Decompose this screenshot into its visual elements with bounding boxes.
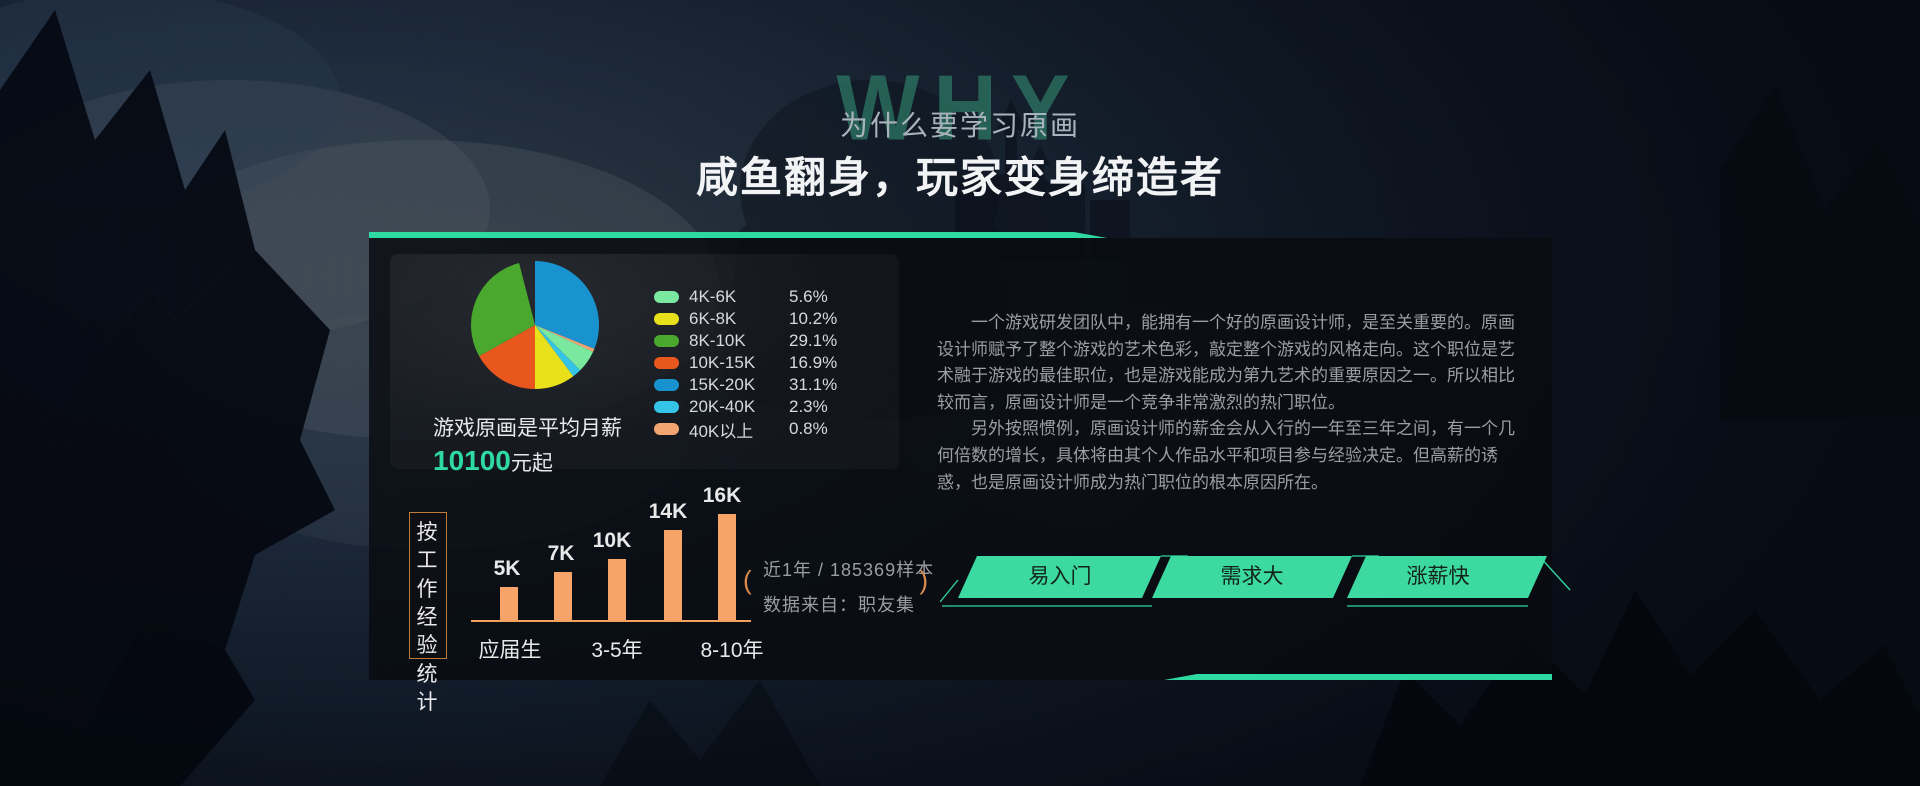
- svg-text:需求大: 需求大: [1221, 565, 1284, 588]
- svg-text:涨薪快: 涨薪快: [1407, 565, 1470, 588]
- svg-text:易入门: 易入门: [1029, 565, 1092, 588]
